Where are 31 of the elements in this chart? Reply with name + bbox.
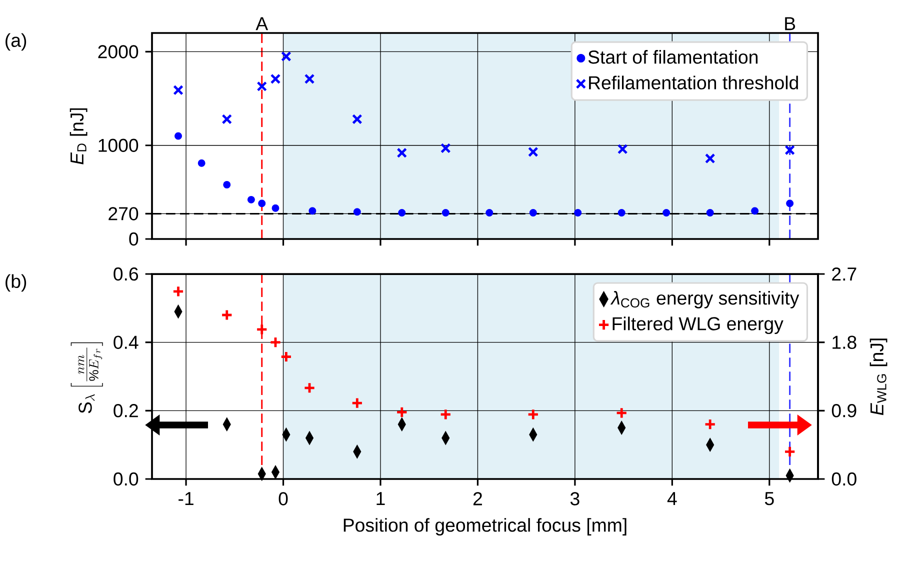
x-tick-label: 0 xyxy=(278,492,288,506)
x-axis-title: Position of geometrical focus [mm] xyxy=(344,518,626,536)
x-tick-label: 4 xyxy=(667,492,677,505)
y-tick-label: 0.4 xyxy=(114,336,138,349)
x-tick-label: 2 xyxy=(473,492,482,506)
text: (b) xyxy=(6,274,26,292)
y2-tick-label: 2.7 xyxy=(832,267,856,281)
y-axis-title: $\mathrm{S}_{\lambda}\left[\frac{nm}{\%E_{fr}}\right]$ xyxy=(70,342,103,414)
y-tick-label: 0.2 xyxy=(114,404,138,418)
text: (a) xyxy=(6,33,26,51)
x-tick-label: 3 xyxy=(570,492,580,506)
y-tick-label: 0 xyxy=(129,232,138,246)
ref-line-label: A xyxy=(256,17,268,30)
y-axis-title: E$_{D}$ [nJ] xyxy=(70,108,88,164)
y-tick-label: 0.6 xyxy=(114,267,138,281)
legend-label: Start of filamentation xyxy=(588,50,758,64)
y2-axis-title: E$_{WLG}$ [nJ] xyxy=(870,338,888,416)
x-tick-label: 1 xyxy=(376,492,385,505)
y-tick-label: 0.0 xyxy=(114,472,138,486)
y2-tick-label: 0.9 xyxy=(832,404,856,418)
x-tick-label: -1 xyxy=(178,492,194,505)
y-tick-label: 1000 xyxy=(98,138,138,152)
y2-tick-label: 1.8 xyxy=(832,336,856,349)
y2-tick-label: 0.0 xyxy=(832,472,856,486)
ref-line-label: B xyxy=(785,17,796,30)
legend-label: λ$_{COG}$ energy sensitivity xyxy=(610,290,800,308)
legend-label: Filtered WLG energy xyxy=(612,316,784,334)
y-tick-label: 2000 xyxy=(98,45,138,58)
y-tick-label: 270 xyxy=(108,207,138,220)
x-tick-label: 5 xyxy=(764,492,774,506)
legend-label: Refilamentation threshold xyxy=(589,76,798,90)
